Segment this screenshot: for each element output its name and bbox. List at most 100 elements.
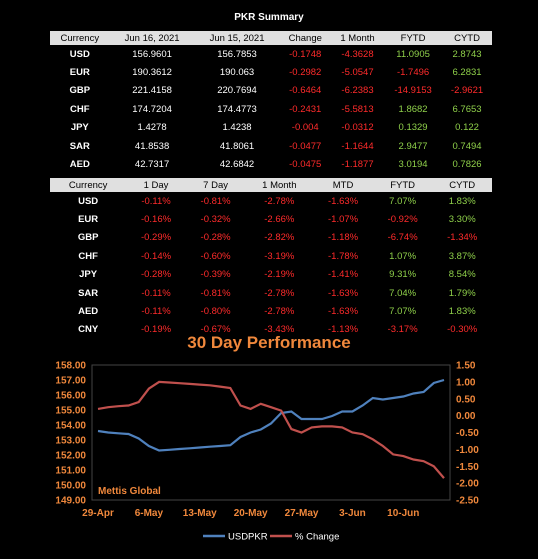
column-header: 1 Month bbox=[245, 178, 314, 192]
table-cell: -0.28% bbox=[200, 232, 231, 244]
right-tick-label: 1.00 bbox=[456, 377, 476, 388]
right-tick-label: -2.50 bbox=[456, 496, 479, 507]
table-cell: 7.04% bbox=[389, 287, 417, 299]
column-header: 1 Day bbox=[126, 178, 186, 192]
table-cell: -0.92% bbox=[387, 214, 418, 226]
table-row: CHF -0.14% -0.60% -3.19% -1.78% 1.07% 3.87% bbox=[50, 247, 492, 265]
table-cell: 174.4773 bbox=[217, 103, 257, 115]
currency-code: CNY bbox=[78, 324, 99, 336]
table-cell: -0.004 bbox=[291, 122, 319, 134]
table-cell: 1.4238 bbox=[222, 122, 252, 134]
table-cell: 42.6842 bbox=[219, 159, 255, 171]
table-cell: -0.6464 bbox=[289, 85, 322, 97]
returns-table-header: Currency 1 Day 7 Day 1 Month MTD FYTD CYTD bbox=[50, 178, 492, 192]
table-cell: -0.2431 bbox=[289, 103, 322, 115]
table-cell: -2.82% bbox=[264, 232, 295, 244]
table-cell: -0.11% bbox=[141, 287, 171, 299]
table-row: USD 156.9601 156.7853 -0.1748 -4.3628 11.0905… bbox=[50, 45, 492, 63]
table-cell: -5.0547 bbox=[341, 67, 374, 79]
column-header: FYTD bbox=[384, 31, 443, 45]
table-row: GBP 221.4158 220.7694 -0.6464 -6.2383 -14.915… bbox=[50, 82, 492, 100]
table-cell: -0.67% bbox=[200, 324, 231, 336]
table-cell: 1.83% bbox=[448, 195, 476, 207]
returns-table-body: USD -0.11% -0.81% -2.78% -1.63% 7.07% 1.83% EUR… bbox=[50, 192, 492, 339]
table-cell: 7.07% bbox=[389, 306, 417, 318]
table-cell: -0.0312 bbox=[341, 122, 374, 134]
table-cell: 0.122 bbox=[455, 122, 479, 134]
left-tick-label: 152.00 bbox=[55, 451, 86, 462]
summary-title: PKR Summary bbox=[234, 12, 304, 23]
table-cell: -4.3628 bbox=[341, 48, 374, 60]
column-header: Jun 16, 2021 bbox=[109, 31, 195, 45]
right-tick-label: 0.00 bbox=[456, 411, 476, 422]
table-cell: -0.16% bbox=[140, 214, 172, 226]
x-tick-label: 29-Apr bbox=[82, 508, 114, 519]
table-cell: -0.0475 bbox=[289, 159, 322, 171]
table-cell: 1.07% bbox=[389, 250, 417, 262]
table-cell: -1.63% bbox=[328, 195, 359, 207]
column-header: 7 Day bbox=[185, 178, 246, 192]
table-cell: 3.30% bbox=[448, 214, 476, 226]
table-cell: -14.9153 bbox=[394, 85, 432, 97]
table-cell: -0.30% bbox=[447, 324, 478, 336]
currency-code: JPY bbox=[70, 122, 89, 134]
returns-table: Currency 1 Day 7 Day 1 Month MTD FYTD CYTD USD… bbox=[50, 178, 492, 339]
left-tick-label: 155.00 bbox=[55, 406, 86, 417]
column-header: CYTD bbox=[442, 31, 492, 45]
left-tick-label: 149.00 bbox=[55, 496, 86, 507]
performance-chart: 149.00 150.00 151.00 152.00 153.00 154.00 155.… bbox=[55, 361, 479, 543]
table-cell: -0.29% bbox=[140, 232, 172, 244]
table-cell: 9.31% bbox=[389, 269, 417, 281]
table-cell: 42.7317 bbox=[134, 159, 170, 171]
table-cell: 1.83% bbox=[448, 306, 476, 318]
table-cell: 11.0905 bbox=[396, 48, 430, 60]
right-tick-label: 0.50 bbox=[456, 394, 476, 405]
table-row: USD -0.11% -0.81% -2.78% -1.63% 7.07% 1.83% bbox=[50, 192, 492, 210]
table-row: CHF 174.7204 174.4773 -0.2431 -5.5813 1.8682 6… bbox=[50, 100, 492, 118]
currency-code: USD bbox=[69, 48, 90, 60]
left-tick-label: 158.00 bbox=[55, 361, 86, 372]
table-row: AED -0.11% -0.80% -2.78% -1.63% 7.07% 1.83% bbox=[50, 302, 492, 320]
table-row: GBP -0.29% -0.28% -2.82% -1.18% -6.74% -1.34% bbox=[50, 229, 492, 247]
currency-code: USD bbox=[78, 195, 99, 207]
table-cell: -0.81% bbox=[200, 195, 231, 207]
table-cell: -5.5813 bbox=[341, 103, 374, 115]
currency-code: GBP bbox=[77, 232, 99, 244]
currency-code: EUR bbox=[78, 214, 99, 226]
right-tick-label: -2.00 bbox=[456, 479, 479, 490]
rates-table-body: USD 156.9601 156.7853 -0.1748 -4.3628 11.0905… bbox=[50, 45, 492, 192]
table-cell: -0.39% bbox=[200, 269, 231, 281]
currency-code: CHF bbox=[78, 250, 98, 262]
table-cell: -0.60% bbox=[200, 250, 231, 262]
right-tick-label: 1.50 bbox=[456, 361, 476, 372]
table-cell: 41.8538 bbox=[134, 140, 170, 152]
left-tick-label: 150.00 bbox=[55, 481, 86, 492]
table-cell: 1.8682 bbox=[398, 103, 428, 115]
table-row: EUR -0.16% -0.32% -2.66% -1.07% -0.92% 3.30% bbox=[50, 210, 492, 228]
currency-code: AED bbox=[78, 306, 99, 318]
table-cell: -1.1877 bbox=[341, 159, 374, 171]
plot-area bbox=[91, 364, 451, 501]
table-cell: 221.4158 bbox=[132, 85, 172, 97]
table-cell: -2.66% bbox=[264, 214, 295, 226]
table-cell: 190.3612 bbox=[132, 67, 172, 79]
column-header: Jun 15, 2021 bbox=[194, 31, 280, 45]
column-header: CYTD bbox=[432, 178, 492, 192]
table-cell: 0.7826 bbox=[452, 159, 482, 171]
table-cell: -1.7496 bbox=[396, 67, 430, 79]
table-cell: -1.13% bbox=[328, 324, 359, 336]
table-row: AED 42.7317 42.6842 -0.0475 -1.1877 3.0194 0.7… bbox=[50, 155, 492, 173]
table-cell: -6.2383 bbox=[341, 85, 374, 97]
table-cell: -0.32% bbox=[200, 214, 231, 226]
table-cell: -1.78% bbox=[328, 250, 359, 262]
watermark-label: Mettis Global bbox=[98, 486, 161, 497]
table-cell: -1.41% bbox=[328, 269, 359, 281]
table-cell: -1.63% bbox=[328, 306, 359, 318]
x-tick-label: 10-Jun bbox=[387, 508, 419, 519]
column-header: Currency bbox=[50, 178, 127, 192]
x-tick-label: 13-May bbox=[183, 508, 217, 519]
left-tick-label: 156.00 bbox=[55, 391, 86, 402]
chart-title: 30 Day Performance bbox=[187, 333, 351, 352]
left-tick-label: 154.00 bbox=[55, 421, 86, 432]
table-cell: 220.7694 bbox=[217, 85, 257, 97]
